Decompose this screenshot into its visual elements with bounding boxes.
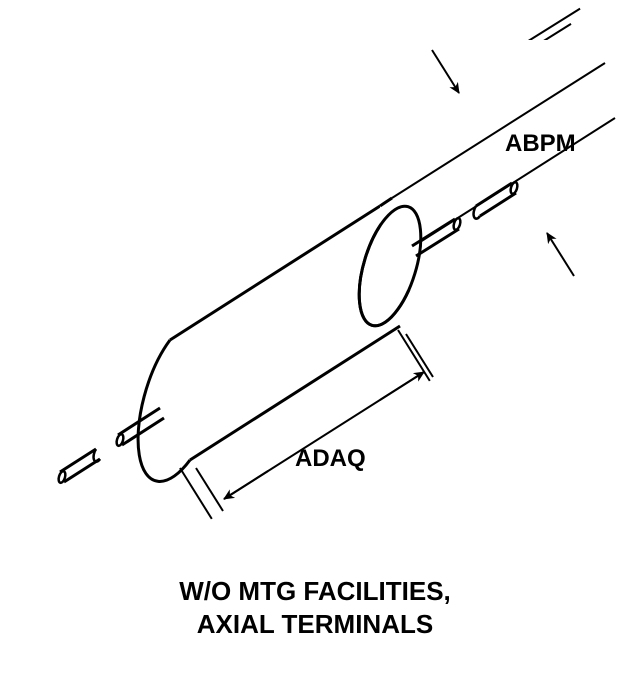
lead-left-far [57,449,100,484]
caption: W/O MTG FACILITIES, AXIAL TERMINALS [0,575,630,640]
label-adaq: ADAQ [295,445,366,473]
caption-line-2: AXIAL TERMINALS [0,608,630,641]
caption-line-1: W/O MTG FACILITIES, [0,575,630,608]
dimension-adaq [180,330,430,519]
diagram-canvas: ABPM ADAQ W/O MTG FACILITIES, AXIAL TERM… [0,0,630,690]
label-abpm: ABPM [505,130,576,158]
dimension-adaq-clean [196,334,433,511]
